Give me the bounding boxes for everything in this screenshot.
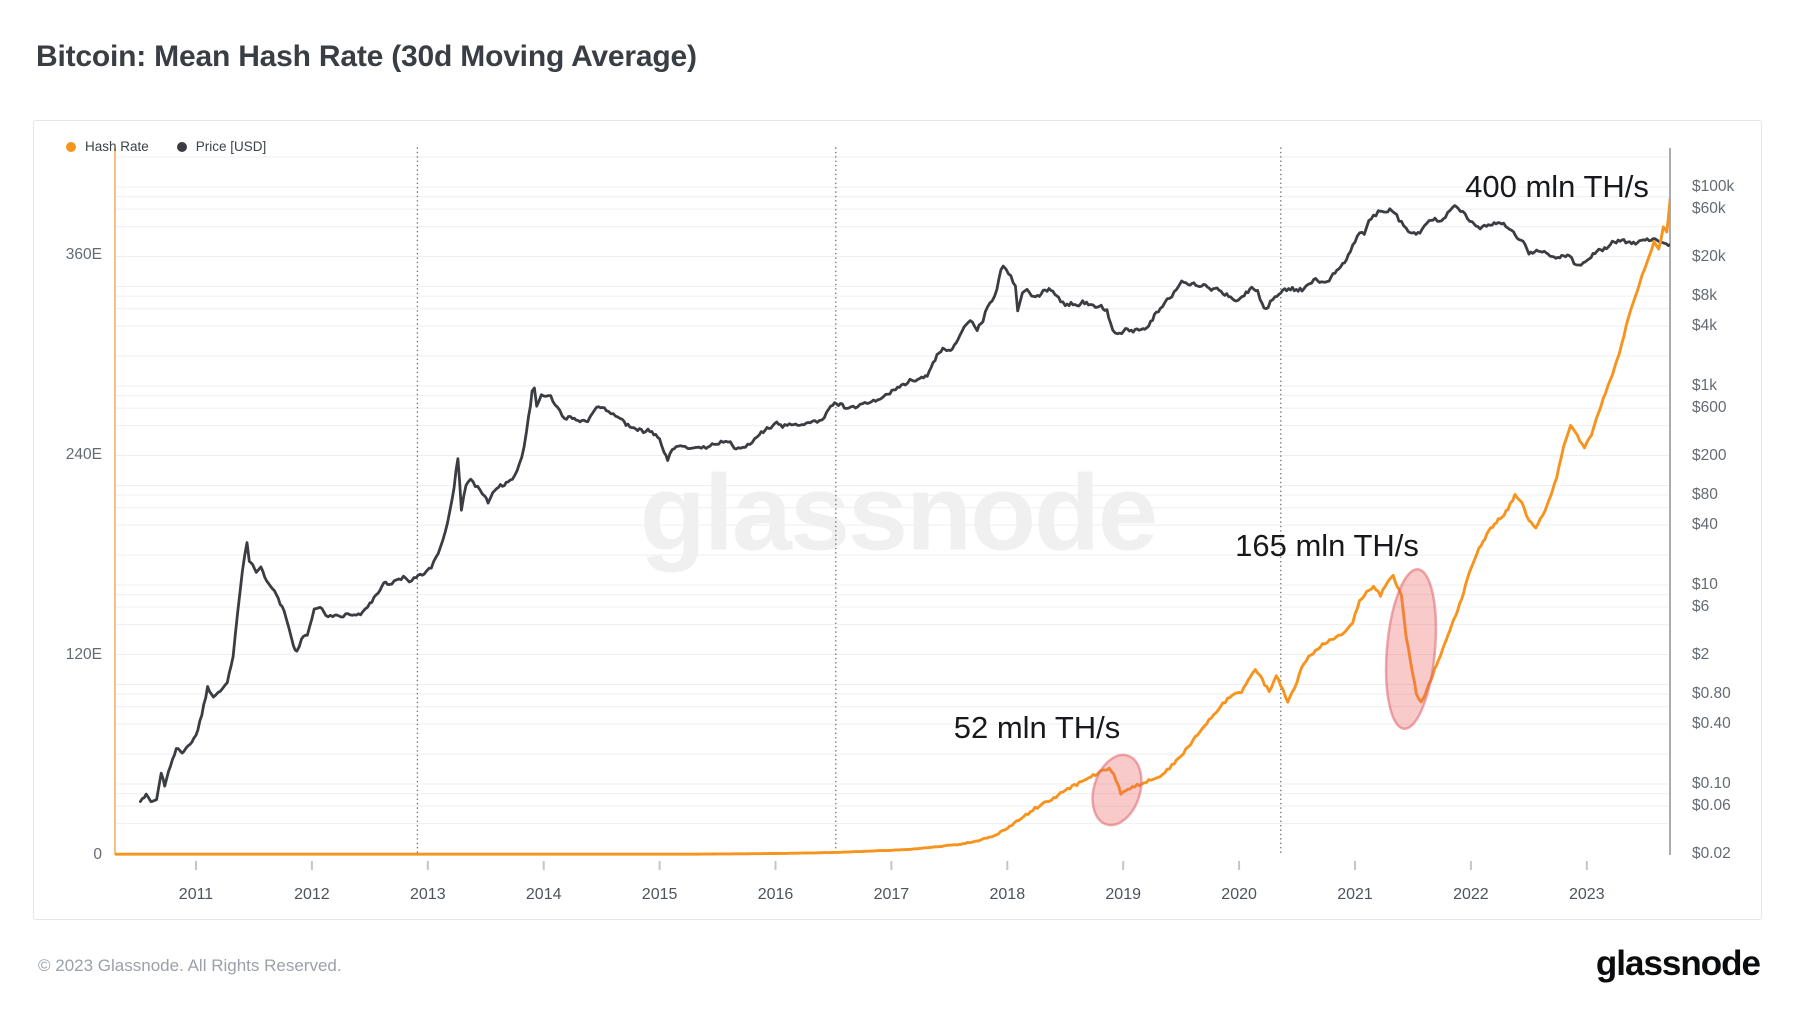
y-right-tick-label: $0.10 xyxy=(1692,775,1731,792)
x-tick-label: 2014 xyxy=(525,886,562,903)
y-right-tick-label: $8k xyxy=(1692,287,1717,305)
annotation-165-mln: 165 mln TH/s xyxy=(1235,528,1419,563)
y-right-tick-label: $100k xyxy=(1692,178,1735,195)
x-tick-label: 2022 xyxy=(1453,886,1489,903)
glassnode-logo[interactable]: glassnode xyxy=(1595,944,1761,983)
x-tick-label: 2020 xyxy=(1221,886,1257,903)
legend-label: Hash Rate xyxy=(85,139,149,154)
y-right-tick-label: $200 xyxy=(1692,446,1727,464)
chart-legend: Hash Rate Price [USD] xyxy=(66,139,266,154)
x-tick-label: 2017 xyxy=(873,886,910,903)
y-right-tick-label: $20k xyxy=(1692,247,1726,265)
y-right-tick-label: $4k xyxy=(1692,317,1717,335)
page-title: Bitcoin: Mean Hash Rate (30d Moving Aver… xyxy=(36,40,697,73)
y-right-tick-label: $0.40 xyxy=(1692,715,1731,733)
y-right-tick-label: $0.80 xyxy=(1692,685,1731,703)
hash-rate-line xyxy=(115,196,1670,856)
y-right-tick-label: $1k xyxy=(1692,377,1717,394)
footer-copyright: © 2023 Glassnode. All Rights Reserved. xyxy=(38,956,342,975)
y-right-tick-label: $10 xyxy=(1692,576,1718,593)
y-right-tick-label: $600 xyxy=(1692,399,1727,417)
y-left-tick-label: 0 xyxy=(93,846,102,863)
x-tick-label: 2012 xyxy=(294,886,330,903)
legend-item-price-usd[interactable]: Price [USD] xyxy=(176,139,267,154)
y-right-tick-label: $60k xyxy=(1692,200,1726,218)
x-tick-label: 2021 xyxy=(1337,886,1373,903)
x-tick-label: 2015 xyxy=(641,886,678,903)
hash-rate-legend-dot-icon xyxy=(66,141,76,152)
x-tick-label: 2023 xyxy=(1569,886,1605,903)
y-right-tick-label: $0.06 xyxy=(1692,797,1731,815)
highlight-ellipse-165 xyxy=(1384,568,1438,730)
y-right-tick-label: $0.02 xyxy=(1692,844,1731,862)
y-left-tick-label: 240E xyxy=(65,446,102,463)
y-right-tick-label: $6 xyxy=(1692,598,1710,616)
annotation-400-mln: 400 mln TH/s xyxy=(1465,169,1649,204)
annotation-52-mln: 52 mln TH/s xyxy=(953,710,1121,745)
y-right-tick-label: $80 xyxy=(1692,486,1718,504)
x-tick-label: 2016 xyxy=(757,886,794,903)
x-tick-label: 2013 xyxy=(410,886,446,903)
price-line xyxy=(139,204,1670,803)
x-tick-label: 2019 xyxy=(1105,886,1141,903)
chart-card xyxy=(33,120,1762,920)
price-legend-dot-icon xyxy=(176,141,187,152)
glassnode-watermark: glassnode xyxy=(639,451,1158,573)
x-tick-label: 2018 xyxy=(989,886,1026,903)
y-right-tick-label: $2 xyxy=(1692,645,1710,663)
legend-label: Price [USD] xyxy=(195,139,267,154)
x-tick-label: 2011 xyxy=(178,886,214,903)
highlight-ellipse-52 xyxy=(1091,753,1143,827)
y-left-tick-label: 360E xyxy=(65,246,102,263)
legend-item-hash-rate[interactable]: Hash Rate xyxy=(66,139,149,154)
y-right-tick-label: $40 xyxy=(1692,516,1718,534)
y-left-tick-label: 120E xyxy=(65,646,102,663)
